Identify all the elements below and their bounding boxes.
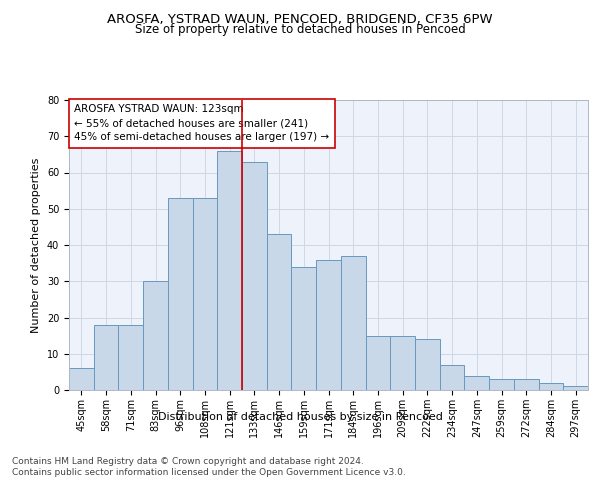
Bar <box>143 281 168 390</box>
Bar <box>168 198 193 390</box>
Text: AROSFA YSTRAD WAUN: 123sqm
← 55% of detached houses are smaller (241)
45% of sem: AROSFA YSTRAD WAUN: 123sqm ← 55% of deta… <box>74 104 329 142</box>
Text: AROSFA, YSTRAD WAUN, PENCOED, BRIDGEND, CF35 6PW: AROSFA, YSTRAD WAUN, PENCOED, BRIDGEND, … <box>107 12 493 26</box>
Bar <box>341 256 365 390</box>
Bar <box>292 267 316 390</box>
Bar <box>563 386 588 390</box>
Bar <box>316 260 341 390</box>
Bar <box>69 368 94 390</box>
Text: Distribution of detached houses by size in Pencoed: Distribution of detached houses by size … <box>158 412 442 422</box>
Y-axis label: Number of detached properties: Number of detached properties <box>31 158 41 332</box>
Bar <box>464 376 489 390</box>
Bar <box>242 162 267 390</box>
Bar <box>514 379 539 390</box>
Bar <box>193 198 217 390</box>
Bar <box>390 336 415 390</box>
Bar <box>267 234 292 390</box>
Text: Size of property relative to detached houses in Pencoed: Size of property relative to detached ho… <box>134 22 466 36</box>
Text: Contains HM Land Registry data © Crown copyright and database right 2024.
Contai: Contains HM Land Registry data © Crown c… <box>12 458 406 477</box>
Bar <box>489 379 514 390</box>
Bar <box>539 383 563 390</box>
Bar <box>217 151 242 390</box>
Bar <box>118 325 143 390</box>
Bar <box>415 339 440 390</box>
Bar <box>440 364 464 390</box>
Bar <box>365 336 390 390</box>
Bar <box>94 325 118 390</box>
